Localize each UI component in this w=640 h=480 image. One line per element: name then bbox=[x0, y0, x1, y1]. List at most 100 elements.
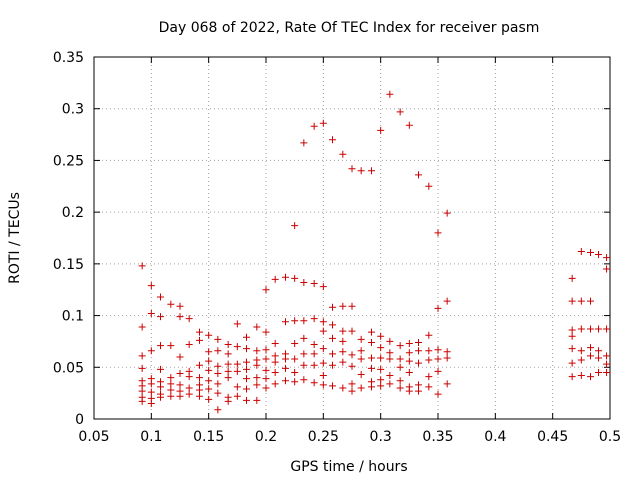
roti-point bbox=[357, 355, 365, 363]
roti-point bbox=[224, 341, 232, 349]
roti-point bbox=[396, 377, 404, 385]
roti-point bbox=[319, 327, 327, 335]
roti-point bbox=[348, 327, 356, 335]
roti-point bbox=[167, 342, 175, 350]
y-tick-label: 0.2 bbox=[62, 205, 84, 221]
x-tick-label: 0.4 bbox=[484, 429, 506, 445]
roti-point bbox=[425, 182, 433, 190]
roti-point bbox=[319, 318, 327, 326]
roti-point bbox=[262, 375, 270, 383]
roti-point bbox=[367, 328, 375, 336]
roti-point bbox=[339, 327, 347, 335]
roti-point bbox=[367, 338, 375, 346]
roti-point bbox=[595, 325, 603, 333]
roti-point bbox=[176, 392, 184, 400]
roti-point bbox=[205, 385, 213, 393]
roti-point bbox=[157, 383, 165, 391]
roti-point bbox=[138, 262, 146, 270]
roti-point bbox=[214, 406, 222, 414]
roti-point bbox=[167, 380, 175, 388]
roti-point bbox=[243, 358, 251, 366]
roti-point bbox=[577, 372, 585, 380]
roti-point bbox=[176, 302, 184, 310]
roti-point bbox=[214, 369, 222, 377]
roti-point bbox=[233, 320, 241, 328]
y-axis-label: ROTI / TECUs bbox=[7, 192, 23, 284]
roti-point bbox=[205, 395, 213, 403]
roti-point bbox=[595, 354, 603, 362]
roti-point bbox=[603, 352, 611, 360]
roti-point bbox=[300, 376, 308, 384]
roti-point bbox=[339, 150, 347, 158]
roti-point bbox=[357, 167, 365, 175]
x-tick-label: 0.2 bbox=[255, 429, 277, 445]
roti-point bbox=[310, 280, 318, 288]
roti-point bbox=[138, 364, 146, 372]
roti-point bbox=[224, 367, 232, 375]
x-tick-label: 0.05 bbox=[78, 429, 109, 445]
roti-point bbox=[367, 364, 375, 372]
roti-point bbox=[577, 247, 585, 255]
roti-point bbox=[300, 278, 308, 286]
roti-point bbox=[167, 392, 175, 400]
roti-point bbox=[310, 361, 318, 369]
roti-point bbox=[396, 355, 404, 363]
roti-point bbox=[357, 335, 365, 343]
roti-point bbox=[603, 368, 611, 376]
roti-point bbox=[425, 373, 433, 381]
roti-point bbox=[587, 344, 595, 352]
roti-point bbox=[281, 355, 289, 363]
roti-point bbox=[377, 354, 385, 362]
roti-point bbox=[147, 310, 155, 318]
roti-point bbox=[271, 380, 279, 388]
roti-point bbox=[310, 122, 318, 130]
roti-point bbox=[224, 350, 232, 358]
y-tick-label: 0.1 bbox=[62, 309, 84, 325]
roti-point bbox=[233, 360, 241, 368]
roti-point bbox=[443, 297, 451, 305]
roti-point bbox=[271, 339, 279, 347]
roti-point bbox=[339, 337, 347, 345]
roti-point bbox=[577, 347, 585, 355]
roti-point bbox=[271, 358, 279, 366]
roti-point bbox=[339, 358, 347, 366]
roti-point bbox=[291, 222, 299, 230]
x-tick-label: 0.1 bbox=[140, 429, 162, 445]
roti-point bbox=[377, 126, 385, 134]
x-tick-label: 0.35 bbox=[422, 429, 453, 445]
roti-point bbox=[587, 297, 595, 305]
roti-point bbox=[310, 350, 318, 358]
roti-point bbox=[281, 273, 289, 281]
roti-point bbox=[568, 326, 576, 334]
roti-point bbox=[396, 384, 404, 392]
roti-point bbox=[434, 355, 442, 363]
roti-point bbox=[243, 333, 251, 341]
roti-point bbox=[415, 381, 423, 389]
roti-point bbox=[147, 388, 155, 396]
roti-point bbox=[568, 373, 576, 381]
y-tick-label: 0.25 bbox=[53, 153, 84, 169]
roti-point bbox=[587, 325, 595, 333]
roti-point bbox=[587, 373, 595, 381]
roti-point bbox=[205, 331, 213, 339]
roti-point bbox=[415, 359, 423, 367]
roti-point bbox=[233, 343, 241, 351]
roti-point bbox=[300, 334, 308, 342]
roti-point bbox=[396, 363, 404, 371]
roti-point bbox=[157, 293, 165, 301]
roti-point bbox=[167, 386, 175, 394]
roti-point bbox=[603, 360, 611, 368]
roti-point bbox=[348, 351, 356, 359]
roti-point bbox=[262, 346, 270, 354]
roti-point bbox=[253, 347, 261, 355]
roti-point bbox=[253, 396, 261, 404]
roti-point bbox=[415, 171, 423, 179]
roti-point bbox=[329, 136, 337, 144]
roti-point bbox=[205, 348, 213, 356]
roti-point bbox=[167, 300, 175, 308]
roti-point bbox=[138, 352, 146, 360]
roti-point bbox=[386, 380, 394, 388]
roti-point bbox=[205, 377, 213, 385]
